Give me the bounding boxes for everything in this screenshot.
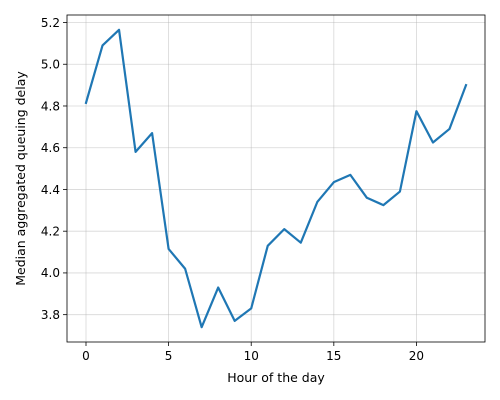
y-tick-label: 4.2 xyxy=(41,224,60,238)
ticks: 0 5 10 15 20 3.8 4.0 4.2 4.4 4.6 4.8 5.0 5.2 xyxy=(41,16,424,363)
y-tick-label: 5.0 xyxy=(41,58,60,72)
y-tick-label: 4.0 xyxy=(41,266,60,280)
x-tick-label: 5 xyxy=(165,349,173,363)
x-tick-label: 10 xyxy=(244,349,259,363)
x-tick-label: 20 xyxy=(409,349,424,363)
plot-frame xyxy=(66,14,486,343)
x-tick-label: 0 xyxy=(82,349,90,363)
grid xyxy=(67,15,485,342)
y-tick-label: 3.8 xyxy=(41,308,60,322)
x-axis-label: Hour of the day xyxy=(227,370,325,385)
x-tick-label: 15 xyxy=(326,349,341,363)
y-tick-label: 4.4 xyxy=(41,183,60,197)
data-line xyxy=(84,28,468,329)
y-tick-label: 4.6 xyxy=(41,141,60,155)
y-tick-label: 4.8 xyxy=(41,99,60,113)
y-tick-label: 5.2 xyxy=(41,16,60,30)
series-layer xyxy=(84,28,468,329)
y-axis-label: Median aggregated queuing delay xyxy=(13,71,28,286)
